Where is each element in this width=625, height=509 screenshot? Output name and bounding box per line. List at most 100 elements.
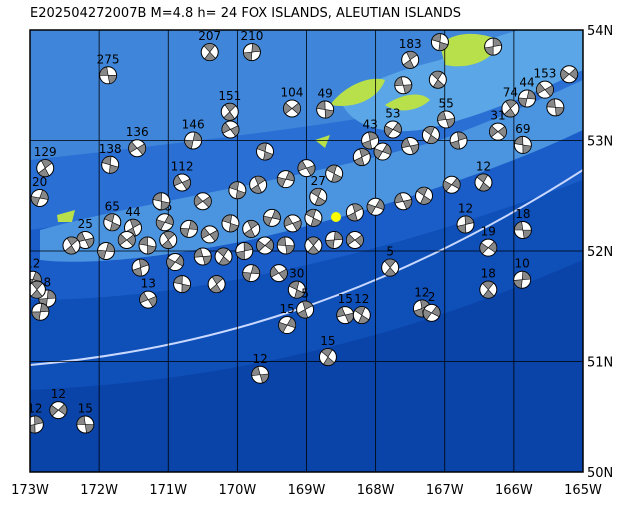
focal-mechanism	[249, 175, 268, 194]
compression	[422, 305, 441, 321]
compression	[366, 198, 385, 215]
compression	[316, 100, 334, 119]
depth-label: 8	[43, 276, 51, 290]
depth-label: 49	[318, 87, 333, 101]
depth-label: 43	[362, 118, 377, 132]
compression	[222, 214, 239, 233]
focal-mechanism	[336, 306, 355, 325]
compression	[476, 173, 491, 192]
focal-mechanism	[318, 348, 337, 367]
focal-mechanism	[474, 173, 493, 192]
focal-mechanism	[97, 242, 116, 260]
bathymetry: 2752072101044915114613613812920112654435…	[30, 29, 583, 472]
compression	[173, 275, 191, 293]
focal-mechanism	[297, 159, 316, 178]
focal-mechanism	[421, 125, 440, 144]
compression	[283, 215, 302, 232]
compression	[278, 317, 296, 333]
x-tick-label: 168W	[357, 483, 395, 498]
x-tick-label: 165W	[564, 483, 602, 498]
compression	[276, 171, 295, 188]
focal-mechanism	[159, 230, 178, 249]
focal-mechanism	[256, 236, 275, 255]
compression	[394, 76, 413, 94]
compression	[155, 214, 174, 231]
compression	[30, 189, 49, 207]
depth-label: 27	[311, 174, 326, 188]
compression	[30, 271, 42, 288]
focal-mechanism	[173, 173, 192, 192]
compression	[31, 303, 50, 321]
depth-label: 65	[105, 199, 120, 213]
depth-label: 12	[414, 285, 429, 299]
focal-mechanism	[484, 37, 503, 56]
focal-mechanism	[179, 219, 198, 238]
focal-mechanism	[383, 120, 402, 139]
focal-mechanism	[488, 122, 507, 141]
x-tick-label: 170W	[219, 483, 257, 498]
focal-mechanism	[401, 50, 420, 69]
x-tick-label: 172W	[80, 483, 118, 498]
y-tick-label: 53N	[587, 135, 613, 150]
x-tick-label: 173W	[11, 483, 49, 498]
compression	[416, 187, 432, 205]
depth-label: 5	[301, 287, 309, 301]
depth-label: 30	[289, 267, 304, 281]
depth-label: 183	[399, 37, 422, 51]
depth-label: 15	[320, 334, 335, 348]
focal-mechanism	[449, 131, 468, 150]
compression	[200, 227, 219, 242]
compression	[346, 233, 364, 247]
compression	[173, 174, 191, 191]
compression	[221, 122, 240, 137]
depth-label: 146	[182, 118, 205, 132]
focal-mechanism	[30, 415, 44, 434]
compression	[489, 125, 507, 138]
focal-mechanism	[184, 131, 203, 150]
compression	[484, 37, 502, 56]
focal-mechanism	[99, 66, 118, 85]
frame	[29, 29, 584, 473]
compression	[180, 220, 198, 238]
events: 2752072101044915114613613812920112654435…	[30, 29, 579, 434]
compression	[431, 70, 445, 89]
compression	[431, 33, 449, 51]
compression	[30, 415, 44, 434]
compression	[209, 275, 224, 293]
focal-mechanism	[152, 192, 171, 211]
compression	[437, 111, 455, 128]
focal-mechanism	[560, 65, 579, 84]
focal-mechanism	[501, 99, 520, 118]
compression	[513, 270, 531, 289]
focal-mechanism	[345, 230, 364, 249]
depth-label: 210	[240, 29, 263, 43]
focal-mechanism	[166, 253, 185, 272]
compression	[256, 142, 274, 161]
focal-mechanism	[535, 80, 554, 99]
focal-mechanism	[200, 225, 219, 244]
compression	[97, 242, 115, 260]
focal-mechanism	[456, 215, 475, 234]
focal-mechanism	[117, 230, 136, 249]
focal-mechanism	[366, 197, 385, 216]
compression	[139, 291, 157, 308]
focal-mechanism	[442, 175, 461, 194]
compression	[228, 181, 246, 199]
focal-mechanism	[287, 280, 306, 299]
focal-mechanism	[30, 188, 49, 207]
focal-mechanism	[278, 316, 297, 335]
compression	[456, 215, 475, 234]
focal-mechanism	[173, 275, 192, 294]
compression	[536, 82, 554, 97]
focal-mechanism	[373, 142, 392, 161]
depth-label: 151	[218, 89, 241, 103]
epicenter	[331, 212, 341, 222]
depth-label: 55	[438, 97, 453, 111]
compression	[401, 137, 419, 155]
x-tick-label: 169W	[288, 483, 326, 498]
depth-label: 15	[338, 292, 353, 306]
compression	[76, 415, 95, 434]
focal-mechanism	[296, 300, 315, 319]
focal-mechanism	[31, 302, 50, 321]
compression	[37, 159, 53, 177]
